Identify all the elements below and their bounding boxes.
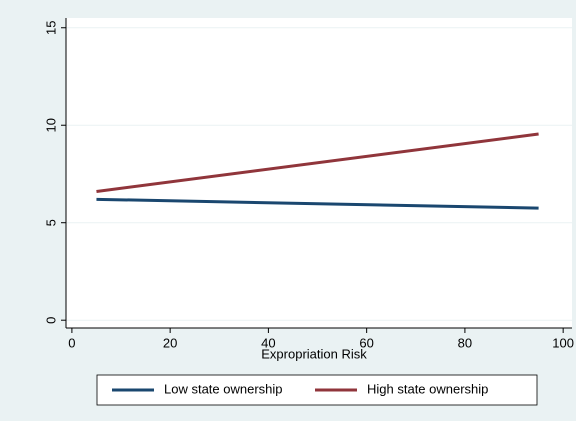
plot-area [66,18,572,328]
line-series [96,197,539,210]
x-tick-label: 0 [68,335,75,350]
x-tick-label: 80 [458,335,472,350]
x-tick-label: 100 [552,335,574,350]
x-tick-label: 20 [163,335,177,350]
x-tick-label: 40 [261,335,275,350]
legend-label: High state ownership [367,381,488,396]
x-axis-label: Expropriation Risk [261,346,367,361]
y-tick-label: 10 [43,118,58,132]
legend-label: Low state ownership [164,381,283,396]
y-tick-label: 15 [43,21,58,35]
line-series [96,132,539,194]
y-tick-label: 0 [43,317,58,324]
y-tick-label: 5 [43,219,58,226]
x-tick-label: 60 [359,335,373,350]
